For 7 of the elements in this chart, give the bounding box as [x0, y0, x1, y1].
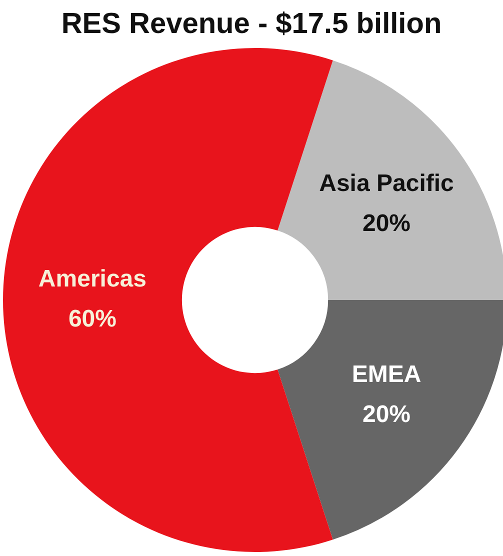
chart-title: RES Revenue - $17.5 billion — [60, 8, 443, 41]
data-label: 20% — [362, 210, 411, 238]
slice-label: Asia Pacific — [319, 170, 454, 198]
data-label: 60% — [68, 306, 116, 333]
data-label: 20% — [362, 401, 411, 428]
slice-label: Americas — [38, 266, 146, 293]
slice-label: EMEA — [352, 361, 422, 388]
